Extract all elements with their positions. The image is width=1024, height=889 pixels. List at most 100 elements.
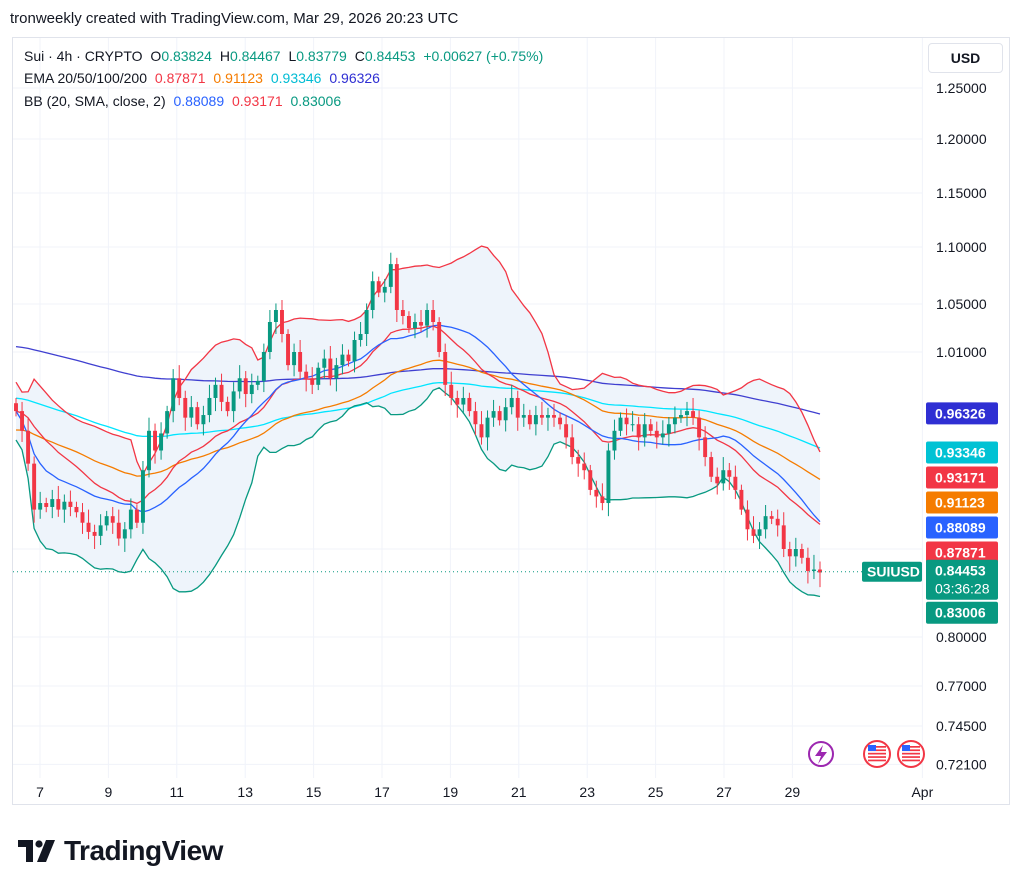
candle [624,417,629,425]
candle [715,476,720,484]
candle [672,417,677,425]
candle [745,509,750,530]
candle [243,378,248,395]
candle [267,322,272,352]
lightning-event-icon[interactable] [808,741,834,767]
legend-high-value: 0.84467 [229,48,281,64]
legend-bb-upper: 0.93171 [232,93,283,109]
candle [733,476,738,490]
flag-stripe [868,759,886,762]
y-axis-tick-label: 0.77000 [936,678,987,694]
candle [606,450,611,504]
candle [533,415,538,425]
price-tag-label: 0.96326 [935,405,986,421]
candle [769,516,774,519]
candle [425,310,430,326]
x-axis-tick-label: Apr [911,784,933,800]
candle [546,415,550,418]
bollinger-band-fill [16,246,820,597]
legend-close: C0.84453 [355,48,416,64]
candle [44,503,49,507]
legend-ema: EMA 20/50/100/200 0.87871 0.91123 0.9334… [24,70,384,86]
tradingview-brand: TradingView [64,835,223,866]
candle [582,463,587,471]
candle [159,433,164,451]
candle [286,334,290,366]
candle [207,397,212,416]
candle [515,397,520,418]
candle [128,509,133,530]
x-axis-tick-label: 15 [306,784,322,800]
y-axis-tick-label: 1.01000 [936,344,987,360]
candle [497,411,502,421]
candle [685,411,689,416]
candle [298,352,303,372]
bb-basis-line [15,324,821,523]
candle [237,378,242,392]
flag-stripe [868,752,886,755]
candle [437,322,442,352]
candle [32,463,37,510]
candle [201,415,206,425]
candle [763,516,768,530]
y-axis-tick-label: 0.74500 [936,718,987,734]
legend-low-value: 0.83779 [296,48,347,64]
candle [570,437,575,458]
current-price-tag-label: 0.84453 [935,563,986,579]
chart-frame[interactable] [12,37,1010,805]
candle [86,522,91,532]
legend-low: L0.83779 [288,48,346,64]
candle [388,264,393,287]
candle [394,264,399,310]
candle [26,430,31,464]
x-axis-tick-label: 7 [36,784,44,800]
price-tag-label: 0.93171 [935,470,986,486]
candle [793,549,798,557]
candle [727,470,732,477]
candle [183,397,188,418]
candle [255,380,260,385]
candle [189,407,194,418]
x-axis-tick-label: 9 [105,784,113,800]
price-tag [926,402,998,425]
bb-lower-line [15,387,821,598]
currency-button[interactable]: USD [928,43,1003,73]
candle [165,411,170,434]
candle [503,407,508,421]
candle [799,549,804,558]
legend-high-label: H [219,48,230,64]
x-axis-tick-label: 11 [170,784,185,800]
legend-close-label: C [354,48,365,64]
us-flag-event-icon[interactable] [863,740,891,768]
x-axis-tick-label: 19 [443,784,459,800]
us-flag-event-icon[interactable] [897,740,925,768]
candle [818,569,822,573]
candle [703,437,708,458]
legend-change: +0.00627 (+0.75%) [423,48,544,64]
legend-close-value: 0.84453 [364,48,416,64]
legend-ema100: 0.93346 [270,70,322,86]
candle [413,322,417,328]
price-tag-label: 0.91123 [935,495,985,511]
price-tag-label: 0.93346 [935,445,986,461]
candle [691,411,696,418]
chart-credit: tronweekly created with TradingView.com,… [10,10,459,27]
legend-ema50: 0.91123 [213,70,263,86]
flag-stripe [868,756,886,758]
candle [527,415,532,425]
candle [304,371,309,379]
y-axis-tick-label: 1.05000 [936,296,987,312]
candle [382,286,387,293]
candle [539,415,544,418]
candle [612,430,617,451]
legend-ema200: 0.96326 [329,70,380,86]
candle [110,516,115,523]
candle [273,310,278,322]
legend-symbol: Sui · 4h · CRYPTO [24,48,143,64]
legend-open: O0.83824 [150,48,212,64]
candle [140,470,145,523]
candle [558,417,563,425]
candle [406,316,411,328]
ema50-line [15,359,821,480]
